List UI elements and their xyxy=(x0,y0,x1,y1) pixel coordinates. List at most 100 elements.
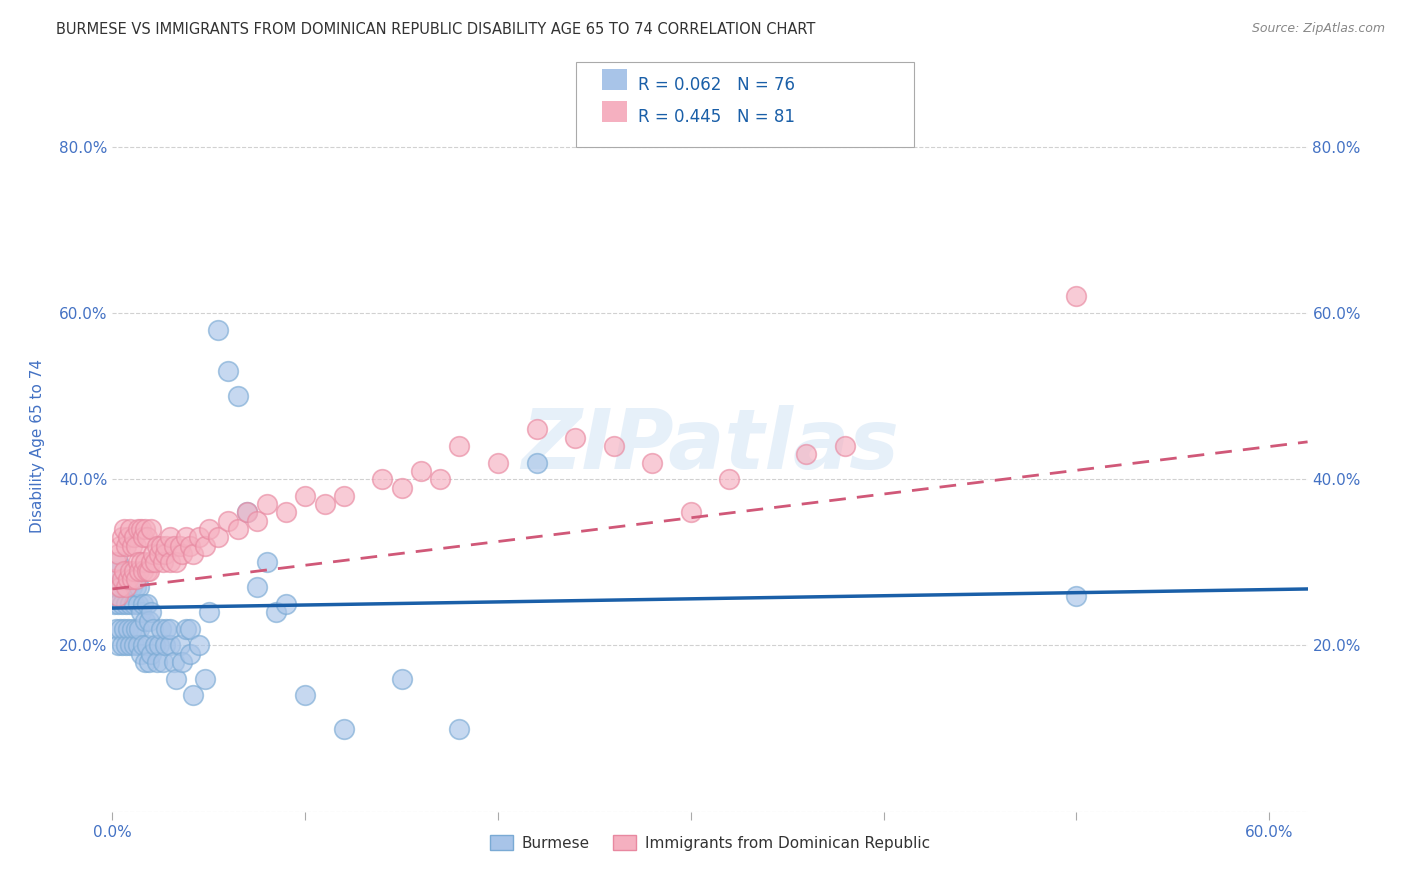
Point xyxy=(138,655,160,669)
Text: R = 0.445   N = 81: R = 0.445 N = 81 xyxy=(638,108,796,126)
Point xyxy=(134,522,156,536)
Point xyxy=(139,555,162,569)
Point xyxy=(179,622,201,636)
Point xyxy=(274,597,297,611)
Point xyxy=(153,639,176,653)
Point xyxy=(122,564,145,578)
Point xyxy=(139,647,162,661)
Point xyxy=(139,605,162,619)
Point xyxy=(188,530,211,544)
Point xyxy=(103,564,125,578)
Point xyxy=(169,539,191,553)
Point xyxy=(146,655,169,669)
Point xyxy=(449,439,471,453)
Point xyxy=(143,555,166,569)
Point xyxy=(122,530,145,544)
Point xyxy=(111,530,134,544)
Point xyxy=(429,472,451,486)
Point xyxy=(118,597,141,611)
Point xyxy=(128,564,150,578)
Point xyxy=(163,539,186,553)
Point xyxy=(165,672,187,686)
Point xyxy=(1064,289,1087,303)
Point xyxy=(121,580,143,594)
Point xyxy=(152,555,174,569)
Point xyxy=(107,589,129,603)
Point xyxy=(128,580,150,594)
Point xyxy=(149,539,172,553)
Point xyxy=(122,639,145,653)
Point xyxy=(391,672,413,686)
Point xyxy=(169,639,191,653)
Point xyxy=(236,506,259,520)
Point xyxy=(138,614,160,628)
Point xyxy=(148,547,170,561)
Point xyxy=(107,547,129,561)
Point xyxy=(246,580,269,594)
Point xyxy=(152,655,174,669)
Point xyxy=(679,506,702,520)
Point xyxy=(105,580,128,594)
Point xyxy=(183,547,205,561)
Point xyxy=(159,530,181,544)
Point xyxy=(371,472,394,486)
Point xyxy=(127,597,149,611)
Point xyxy=(118,639,141,653)
Point xyxy=(236,506,259,520)
Point xyxy=(136,564,159,578)
Point xyxy=(274,506,297,520)
Point xyxy=(256,555,278,569)
Point xyxy=(148,639,170,653)
Point xyxy=(143,639,166,653)
Point xyxy=(108,580,131,594)
Point xyxy=(127,555,149,569)
Point xyxy=(155,539,177,553)
Point xyxy=(107,639,129,653)
Point xyxy=(122,597,145,611)
Point xyxy=(194,672,217,686)
Point xyxy=(134,555,156,569)
Point xyxy=(165,555,187,569)
Text: BURMESE VS IMMIGRANTS FROM DOMINICAN REPUBLIC DISABILITY AGE 65 TO 74 CORRELATIO: BURMESE VS IMMIGRANTS FROM DOMINICAN REP… xyxy=(56,22,815,37)
Point xyxy=(526,422,548,436)
Point xyxy=(391,481,413,495)
Point xyxy=(117,530,139,544)
Point xyxy=(124,580,146,594)
Point xyxy=(333,489,356,503)
Legend: Burmese, Immigrants from Dominican Republic: Burmese, Immigrants from Dominican Repub… xyxy=(484,829,936,856)
Point xyxy=(142,622,165,636)
Point xyxy=(183,689,205,703)
Point xyxy=(136,597,159,611)
Point xyxy=(136,530,159,544)
Point xyxy=(118,522,141,536)
Point xyxy=(159,555,181,569)
Point xyxy=(115,597,138,611)
Point xyxy=(111,572,134,586)
Point xyxy=(105,622,128,636)
Point xyxy=(112,622,135,636)
Text: Source: ZipAtlas.com: Source: ZipAtlas.com xyxy=(1251,22,1385,36)
Point xyxy=(217,514,239,528)
Point xyxy=(121,622,143,636)
Point xyxy=(159,639,181,653)
Point xyxy=(198,522,221,536)
Point xyxy=(314,497,336,511)
Point xyxy=(108,622,131,636)
Point xyxy=(127,522,149,536)
Point xyxy=(170,655,193,669)
Point xyxy=(163,655,186,669)
Point xyxy=(641,456,664,470)
Point xyxy=(194,539,217,553)
Point xyxy=(796,447,818,461)
Point xyxy=(132,597,155,611)
Point xyxy=(294,489,316,503)
Point xyxy=(127,639,149,653)
Point xyxy=(124,622,146,636)
Point xyxy=(107,555,129,569)
Point xyxy=(115,639,138,653)
Point xyxy=(449,722,471,736)
Point xyxy=(131,555,153,569)
Point xyxy=(131,647,153,661)
Point xyxy=(111,597,134,611)
Point xyxy=(217,364,239,378)
